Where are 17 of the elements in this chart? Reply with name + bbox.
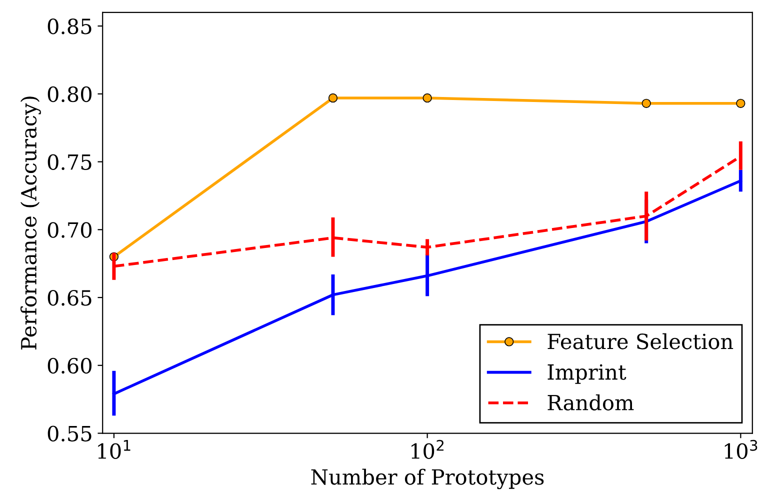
- x-tick-label: 10$^{3}$: [724, 440, 758, 459]
- y-tick-label: 0.65: [48, 290, 92, 306]
- y-tick-label: 0.75: [48, 154, 92, 170]
- y-tick-label: 0.60: [48, 358, 92, 374]
- y-tick-label: 0.85: [48, 18, 92, 34]
- legend-label: Imprint: [548, 364, 626, 384]
- x-tick-label: 10$^{2}$: [412, 440, 444, 459]
- legend-label: Feature Selection: [548, 333, 734, 350]
- x-axis-title: Number of Prototypes: [311, 468, 544, 490]
- x-tick-label: 10$^{1}$: [98, 440, 130, 459]
- y-tick-label: 0.70: [48, 222, 92, 238]
- y-axis-title: Performance (Accuracy): [20, 96, 41, 350]
- y-tick-label: 0.80: [48, 86, 92, 102]
- y-tick-label: 0.55: [48, 426, 92, 442]
- legend-label: Random: [548, 394, 634, 410]
- point: [736, 98, 746, 108]
- point: [422, 93, 432, 103]
